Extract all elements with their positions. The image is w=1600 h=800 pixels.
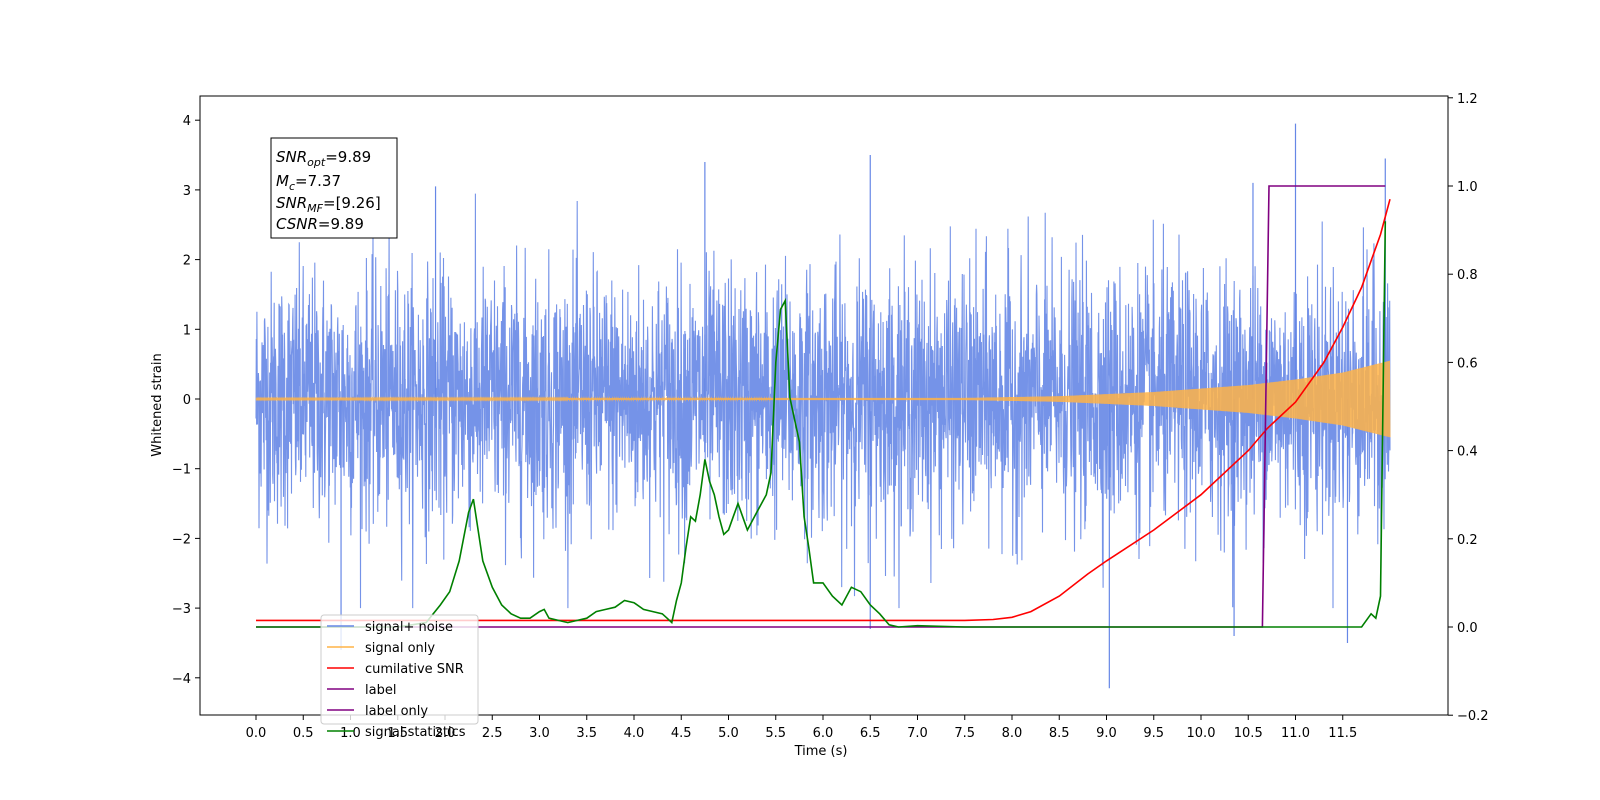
plot-area <box>255 123 1391 689</box>
x-tick-label: 8.0 <box>1002 726 1023 741</box>
y-left-tick-label: 1 <box>183 323 191 338</box>
series-signal-statistics <box>256 221 1387 628</box>
y-right-tick-label: 0.4 <box>1457 445 1478 460</box>
x-tick-label: 4.0 <box>624 726 645 741</box>
x-tick-label: 3.5 <box>576 726 597 741</box>
y-axis-left: 4 3 2 1 0 −1 −2 −3 −4 <box>172 114 200 687</box>
y-right-tick-label: 1.0 <box>1457 180 1478 195</box>
legend-item: label <box>327 683 396 698</box>
x-tick-label: 5.5 <box>765 726 786 741</box>
y-right-tick-label: 0.0 <box>1457 621 1478 636</box>
y-left-tick-label: 4 <box>183 114 191 129</box>
plot-frame <box>199 95 1449 716</box>
y-left-tick-label: 3 <box>183 184 191 199</box>
x-tick-label: 1.5 <box>387 726 408 741</box>
y-right-tick-label: 0.8 <box>1457 268 1478 283</box>
legend-label: label <box>365 683 396 698</box>
legend-item: signal only <box>327 641 435 656</box>
y-left-tick-label: −1 <box>172 463 191 478</box>
legend-frame <box>320 614 479 725</box>
y-axis-right: 1.2 1.0 0.8 0.6 0.4 0.2 0.0 −0.2 <box>1448 92 1489 724</box>
x-tick-label: 3.0 <box>529 726 550 741</box>
signal-only-line <box>255 360 1391 438</box>
y-axis-label: Whitened strain <box>150 353 165 456</box>
y-left-tick-label: −2 <box>172 532 191 547</box>
x-tick-label: 9.5 <box>1143 726 1164 741</box>
right-axis-series <box>256 185 1391 628</box>
info-box-frame <box>270 137 398 239</box>
x-tick-label: 10.5 <box>1234 726 1263 741</box>
x-tick-label: 7.5 <box>954 726 975 741</box>
legend-item: signal statistics <box>327 725 466 740</box>
info-box: SNRopt=9.89 Mc=7.37 SNRMF=[9.26] CSNR=9.… <box>270 137 398 239</box>
y-right-tick-label: 0.2 <box>1457 533 1478 548</box>
legend-label: signal only <box>365 641 435 656</box>
x-tick-label: 11.0 <box>1281 726 1310 741</box>
legend-item: signal+ noise <box>327 620 453 635</box>
x-tick-label: 7.0 <box>907 726 928 741</box>
x-tick-label: 8.5 <box>1049 726 1070 741</box>
x-tick-label: 2.0 <box>435 726 456 741</box>
y-right-tick-label: −0.2 <box>1457 709 1489 724</box>
x-tick-label: 0.0 <box>246 726 267 741</box>
x-tick-label: 2.5 <box>482 726 503 741</box>
x-tick-label: 0.5 <box>293 726 314 741</box>
legend-item: label only <box>327 704 428 719</box>
legend-item: cumilative SNR <box>327 662 464 677</box>
snr-mf-text: SNRMF=[9.26] <box>276 194 381 215</box>
y-left-tick-label: 0 <box>183 393 191 408</box>
chirp-mass-text: Mc=7.37 <box>276 172 341 193</box>
snr-opt-text: SNRopt=9.89 <box>276 148 371 169</box>
series-label <box>256 185 1386 628</box>
series-signal-only <box>255 360 1391 438</box>
x-tick-label: 11.5 <box>1328 726 1357 741</box>
y-left-tick-label: −3 <box>172 602 191 617</box>
x-tick-label: 4.5 <box>671 726 692 741</box>
legend-label: label only <box>365 704 428 719</box>
x-axis-label: Time (s) <box>794 744 848 759</box>
csnr-text: CSNR=9.89 <box>276 215 364 233</box>
y-left-tick-label: −4 <box>172 672 191 687</box>
y-right-tick-label: 1.2 <box>1457 92 1478 107</box>
x-tick-label: 9.0 <box>1096 726 1117 741</box>
x-tick-label: 1.0 <box>340 726 361 741</box>
legend-label: cumilative SNR <box>365 662 464 677</box>
legend-label: signal+ noise <box>365 620 453 635</box>
x-tick-label: 5.0 <box>718 726 739 741</box>
x-tick-label: 6.5 <box>860 726 881 741</box>
y-left-tick-label: 2 <box>183 254 191 269</box>
legend-label: signal statistics <box>365 725 466 740</box>
y-right-tick-label: 0.6 <box>1457 356 1478 371</box>
x-tick-label: 10.0 <box>1187 726 1216 741</box>
legend: signal+ noise signal only cumilative SNR la… <box>320 614 479 740</box>
x-axis: 0.0 0.5 1.0 1.5 2.0 2.5 3.0 3.5 4.0 4.5 5.0 5.5 6.0 6… <box>246 715 1357 741</box>
x-tick-label: 6.0 <box>813 726 834 741</box>
series-cumilative-snr <box>256 198 1391 622</box>
